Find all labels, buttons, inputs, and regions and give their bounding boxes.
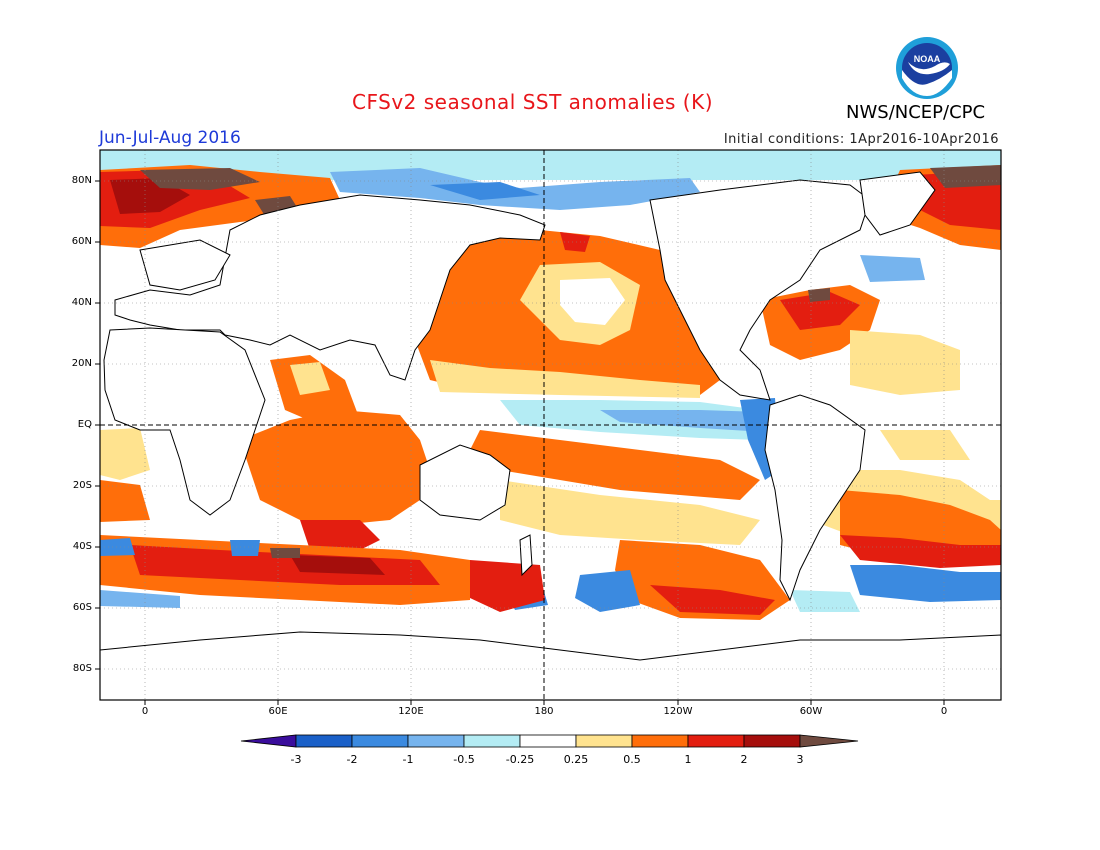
southern-cool-spot-2 [230,540,260,556]
lon-label: 60E [268,706,288,717]
lon-label: 120W [663,706,693,717]
colorbar-high-arrow [799,734,859,748]
colorbar-label: 0.25 [563,753,589,766]
satl-red [840,535,1001,568]
npac-red-spot [560,232,590,252]
lon-label: 60W [799,706,823,717]
australia-land [419,444,511,521]
colorbar-label: -0.5 [453,753,475,766]
colorbar-label: -0.25 [505,753,535,766]
colorbar-bin [575,734,633,748]
colorbar-bin [295,734,353,748]
colorbar-label: 3 [796,753,804,766]
colorbar-label: -3 [290,753,302,766]
south-america-land [764,394,866,602]
colorbar-label: 0.5 [623,753,641,766]
west-edge-pale [100,428,150,480]
colorbar [240,734,859,748]
colorbar-bin [631,734,689,748]
africa-land [103,327,266,516]
southern-darkred-band [290,555,385,575]
eq-pacific-cool [600,410,765,432]
npac-pale-band [430,360,700,398]
noaa-logo-icon: NOAA [896,37,958,99]
southern-cool-band-2 [100,590,180,608]
colorbar-bin [407,734,465,748]
spac-red-southwest [470,560,545,612]
colorbar-low-arrow [240,734,297,748]
npac-white-core [560,278,625,325]
colorbar-bin [687,734,745,748]
europe-land [139,239,231,291]
spac-pale [500,480,760,545]
colorbar-bin [743,734,801,748]
colorbar-label: -2 [346,753,358,766]
lon-label: 0 [141,706,149,717]
initial-conditions-label: Initial conditions: 1Apr2016-10Apr2016 [723,132,999,147]
nordic-brown-east [930,165,1001,188]
agency-label: NWS/NCEP/CPC [846,102,986,123]
lat-label: 40S [72,541,92,552]
southern-brown-spot [270,548,300,558]
logo-text: NOAA [914,54,941,64]
colorbar-bin [463,734,521,748]
continents [100,171,1001,700]
barents-brown [140,168,260,190]
lat-label: EQ [77,419,92,430]
lat-label: 20N [71,358,92,369]
lat-label: 60S [72,602,92,613]
natl-red [780,292,860,330]
lat-label: 40N [71,297,92,308]
bay-bengal-pale [290,362,330,395]
lat-label: 80N [71,175,92,186]
eq-atl-pale [880,430,970,460]
period-label: Jun-Jul-Aug 2016 [99,128,241,148]
indian-warm [240,410,430,525]
reference-lines [100,150,1001,700]
colorbar-label: 2 [740,753,748,766]
colorbar-label: 1 [684,753,692,766]
lat-label: 80S [72,663,92,674]
north-america-land [649,179,871,401]
spac-cool-southwest [575,570,640,612]
new-zealand-land [519,534,533,577]
natl-pale [850,330,960,395]
eurasia-land [114,194,546,381]
southern-cool-spot-1 [100,538,135,556]
antarctica-land [100,631,1001,700]
west-edge-warm [100,480,150,522]
arctic-strong-cool [430,182,540,200]
satl-cool [850,565,1001,602]
colorbar-bin [351,734,409,748]
lon-label: 120E [398,706,424,717]
satl-pale-2 [790,590,860,612]
natl-cool [860,255,925,282]
natl-brown [808,288,830,302]
chart-title: CFSv2 seasonal SST anomalies (K) [352,90,713,114]
colorbar-label: -1 [402,753,414,766]
lon-label: 0 [940,706,948,717]
spac-warm [470,430,760,500]
southern-red-band [130,545,440,585]
colorbar-bin [519,734,577,748]
lat-label: 20S [72,480,92,491]
spac-red-south [650,585,775,615]
lat-label: 60N [71,236,92,247]
lon-label: 180 [534,706,554,717]
greenland-land [859,171,936,236]
